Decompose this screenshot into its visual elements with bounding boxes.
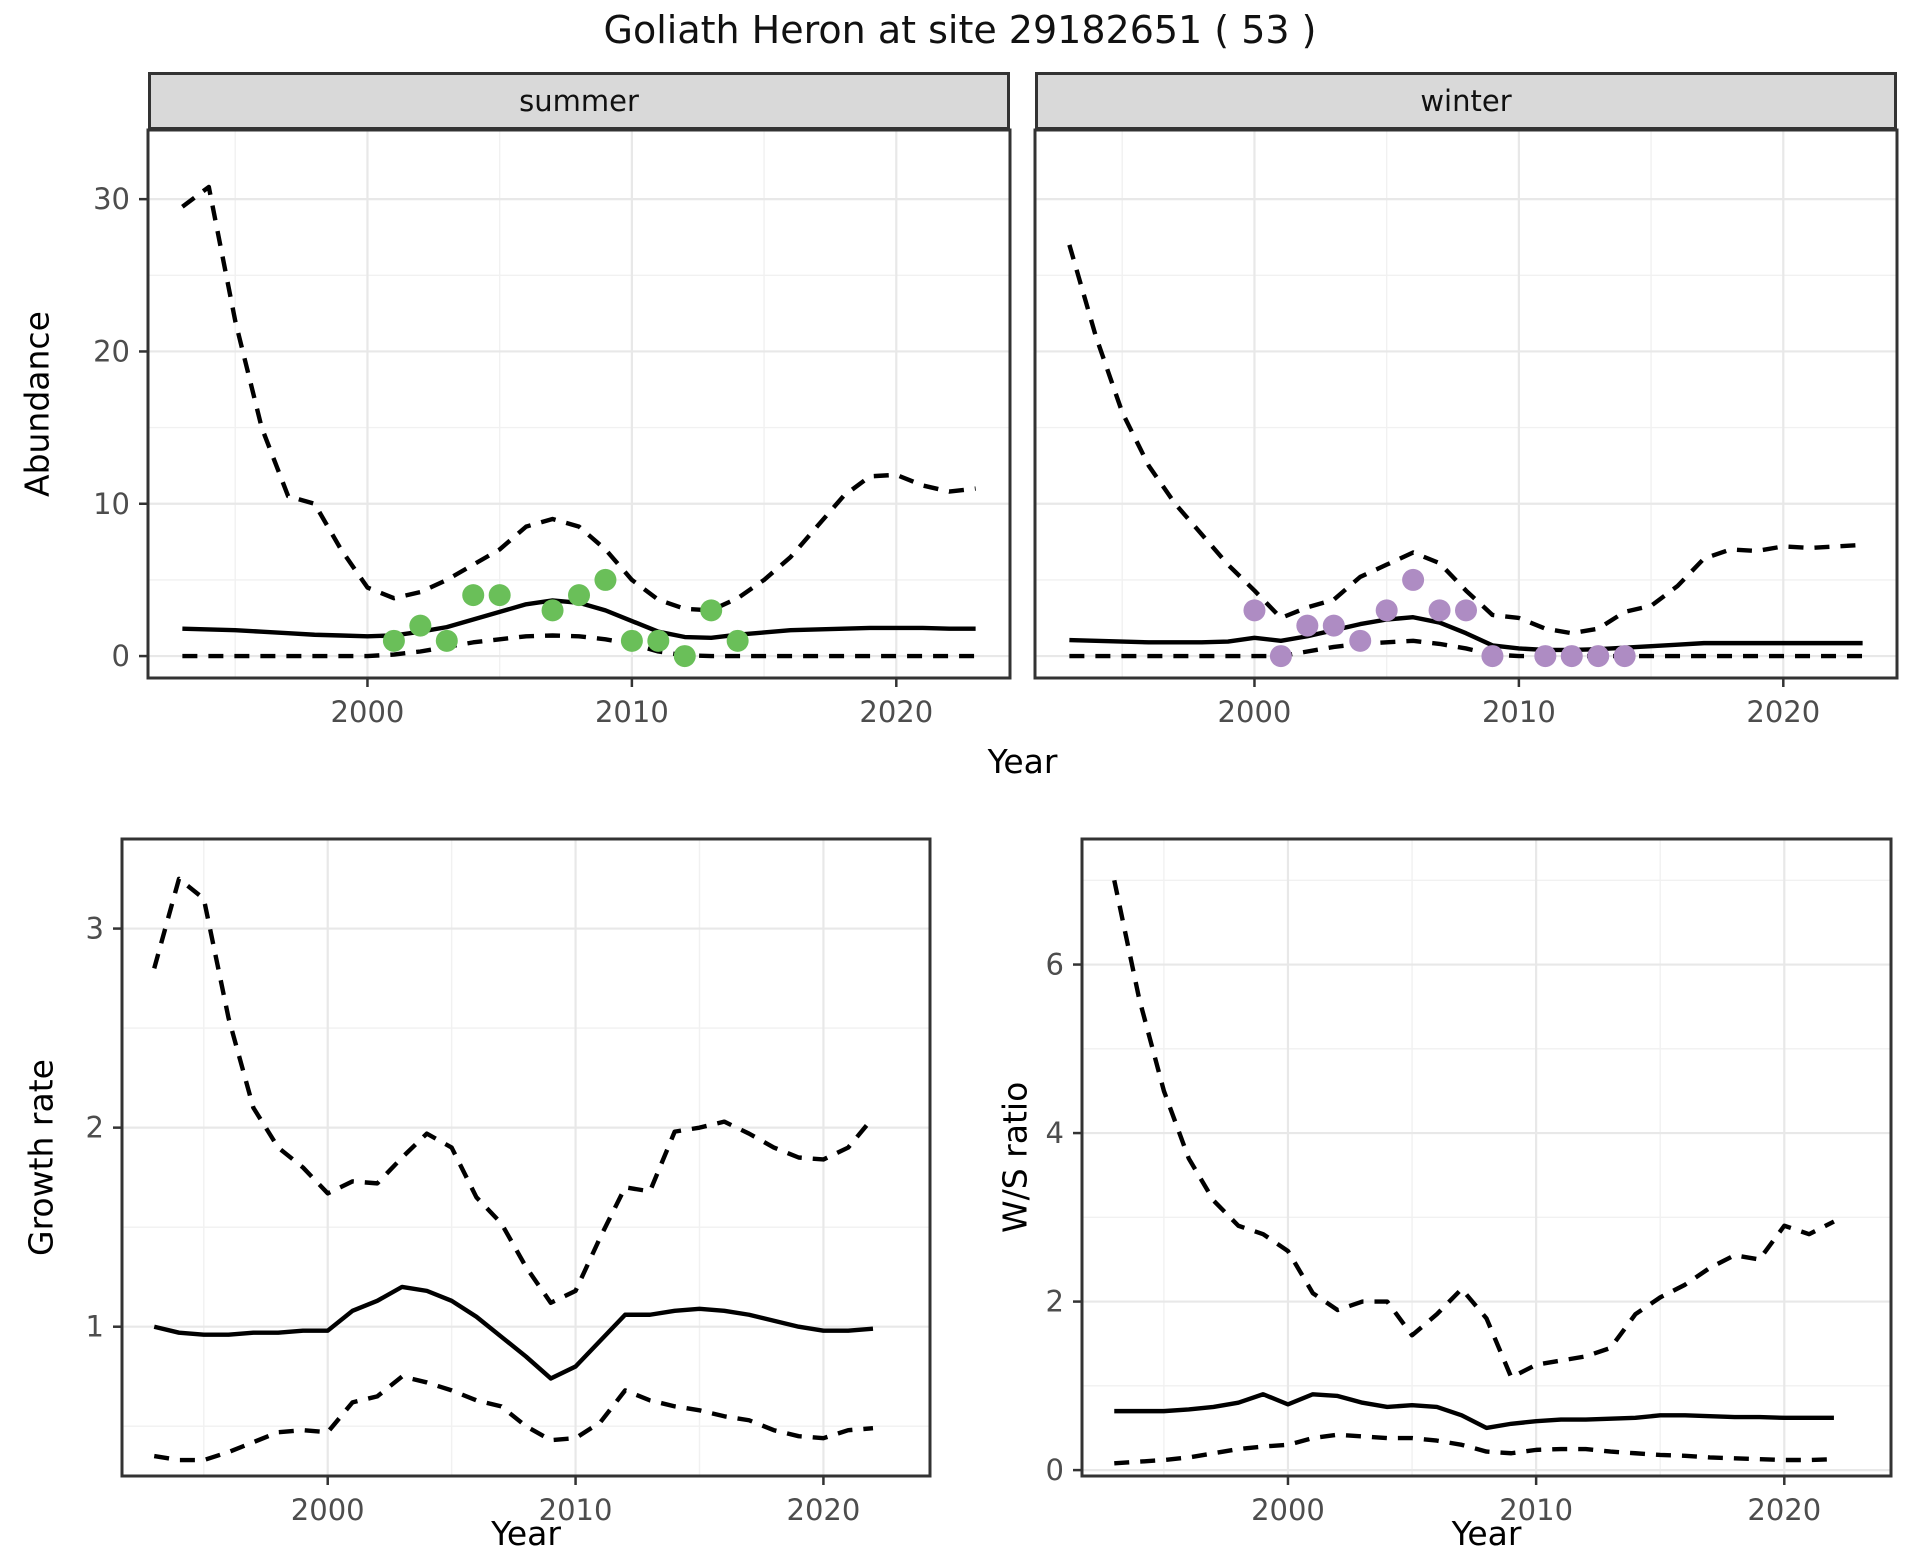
observation-point: [1322, 614, 1345, 637]
x-tick-label: 2020: [1747, 1493, 1821, 1527]
panel-background: [122, 839, 930, 1476]
observation-point: [462, 584, 485, 607]
chart-title: Goliath Heron at site 29182651 ( 53 ): [603, 8, 1317, 52]
observation-point: [1296, 614, 1319, 637]
y-tick-label: 2: [86, 1111, 104, 1145]
observation-point: [488, 584, 511, 607]
median-line: [1069, 615, 1863, 653]
facet-strip-summer-label: summer: [519, 84, 639, 118]
observation-point: [1560, 645, 1583, 668]
y-tick-label: 3: [86, 912, 104, 946]
panel-background: [1035, 130, 1897, 678]
observation-point: [1481, 645, 1504, 668]
observation-point: [1613, 645, 1636, 668]
panel-ws-ratio: 2000 2010 2020 0 2 4 6: [1046, 837, 1893, 1527]
y-tick-label: 20: [93, 334, 130, 368]
median-line: [153, 1284, 874, 1381]
x-tick-label: 2010: [539, 1493, 613, 1527]
panel-border: [1033, 128, 1899, 680]
facet-strip-winter-label: winter: [1420, 84, 1512, 118]
observation-point: [700, 599, 723, 622]
upper-ci-line: [181, 184, 976, 613]
x-tick-label: 2000: [1251, 1493, 1325, 1527]
x-tick-label: 2020: [1746, 695, 1820, 729]
observation-point: [1349, 629, 1372, 652]
observation-point: [594, 568, 617, 591]
y-tick-label: 10: [93, 487, 130, 521]
y-tick-label: 2: [1046, 1285, 1064, 1319]
x-tick-label: 2020: [859, 695, 933, 729]
y-tick-label: 4: [1046, 1116, 1064, 1150]
observation-point: [726, 629, 749, 652]
upper-ci-line: [152, 876, 875, 1306]
facet-strip-summer: summer: [148, 72, 1010, 130]
median-line: [1114, 1392, 1834, 1431]
abundance-summer-plot-area: 2000 2010 2020 0 10 20 30: [93, 128, 1012, 729]
x-axis-title-year-ws: Year: [1451, 1514, 1522, 1553]
x-tick-label: 2000: [331, 695, 405, 729]
panel-border: [1080, 837, 1893, 1478]
abundance-winter-plot-area: 2000 2010 2020: [1033, 128, 1899, 729]
ws-ratio-plot-area: 2000 2010 2020 0 2 4 6: [1046, 837, 1893, 1527]
x-tick-label: 2010: [1482, 695, 1556, 729]
x-axis-title-year-growth: Year: [491, 1514, 561, 1553]
observation-point: [673, 645, 696, 668]
x-tick-label: 2000: [291, 1493, 365, 1527]
x-axis-title-year-top: Year: [987, 742, 1058, 781]
observation-point: [620, 629, 643, 652]
observation-point: [647, 629, 670, 652]
observation-point: [409, 614, 432, 637]
y-axis-title-growth-rate: Growth rate: [21, 1059, 61, 1256]
upper-ci-line: [1067, 244, 1863, 636]
panel-border: [146, 128, 1012, 680]
observation-point: [1402, 568, 1425, 591]
x-tick-label: 2020: [787, 1493, 861, 1527]
panel-abundance-winter: 2000 2010 2020: [1033, 128, 1899, 729]
growth-rate-plot-area: 2000 2010 2020 1 2 3: [86, 837, 932, 1527]
y-tick-label: 0: [112, 639, 130, 673]
x-tick-label: 2010: [1499, 1493, 1573, 1527]
panel-abundance-summer: 2000 2010 2020 0 10 20 30: [93, 128, 1012, 729]
observation-point: [1269, 645, 1292, 668]
facet-strip-winter: winter: [1035, 72, 1897, 130]
x-tick-label: 2010: [595, 695, 669, 729]
lower-ci-line: [182, 633, 976, 659]
lower-ci-line: [153, 1374, 874, 1463]
observation-point: [1428, 599, 1451, 622]
observation-point: [435, 629, 458, 652]
observation-point: [1455, 599, 1477, 622]
panel-growth-rate: 2000 2010 2020 1 2 3: [86, 837, 932, 1527]
observation-point: [1375, 599, 1398, 622]
y-axis-title-abundance: Abundance: [17, 311, 57, 497]
observation-point: [1243, 599, 1266, 622]
x-tick-label: 2000: [1218, 695, 1292, 729]
observation-point: [1587, 645, 1610, 668]
upper-ci-line: [1112, 879, 1835, 1380]
observation-point: [1534, 645, 1557, 668]
lower-ci-line: [1114, 1432, 1834, 1466]
observation-point: [382, 629, 405, 652]
panel-border: [120, 837, 932, 1478]
y-tick-label: 30: [93, 182, 130, 216]
y-tick-label: 0: [1046, 1453, 1064, 1487]
y-tick-label: 1: [86, 1310, 104, 1344]
observation-point: [568, 584, 590, 607]
y-axis-title-ws-ratio: W/S ratio: [995, 1081, 1035, 1234]
observation-point: [541, 599, 564, 622]
y-tick-label: 6: [1046, 948, 1064, 982]
panel-background: [1082, 839, 1891, 1476]
lower-ci-line: [1069, 638, 1863, 659]
